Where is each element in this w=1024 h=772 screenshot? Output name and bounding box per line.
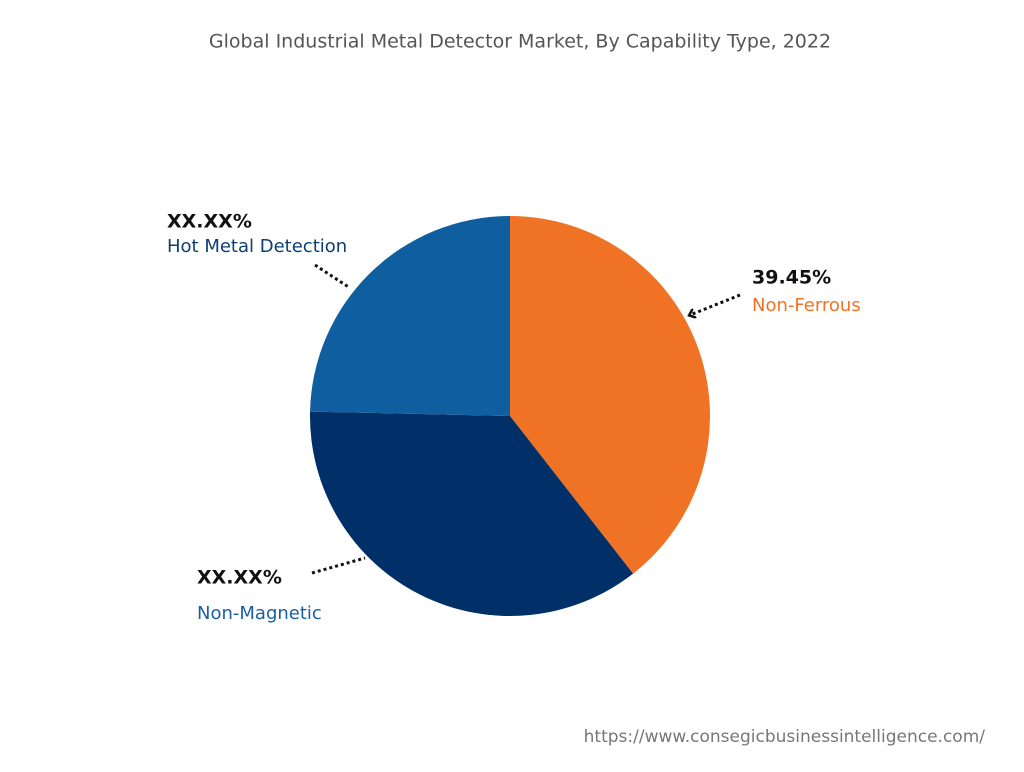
- pie-slice: [510, 216, 710, 574]
- leader-line: [311, 556, 366, 575]
- category-label: Hot Metal Detection: [167, 236, 347, 257]
- chart-title: Global Industrial Metal Detector Market,…: [209, 31, 831, 53]
- pie-slice: [310, 216, 510, 416]
- leader-line: [690, 293, 741, 315]
- value-label: 39.45%: [752, 267, 831, 289]
- leader-line: [314, 263, 351, 290]
- value-label: XX.XX%: [197, 567, 282, 589]
- category-label: Non-Ferrous: [752, 295, 861, 316]
- category-label: Non-Magnetic: [197, 603, 322, 624]
- value-label: XX.XX%: [167, 211, 252, 233]
- pie-slice: [310, 411, 634, 617]
- source-url: https://www.consegicbusinessintelligence…: [584, 727, 986, 747]
